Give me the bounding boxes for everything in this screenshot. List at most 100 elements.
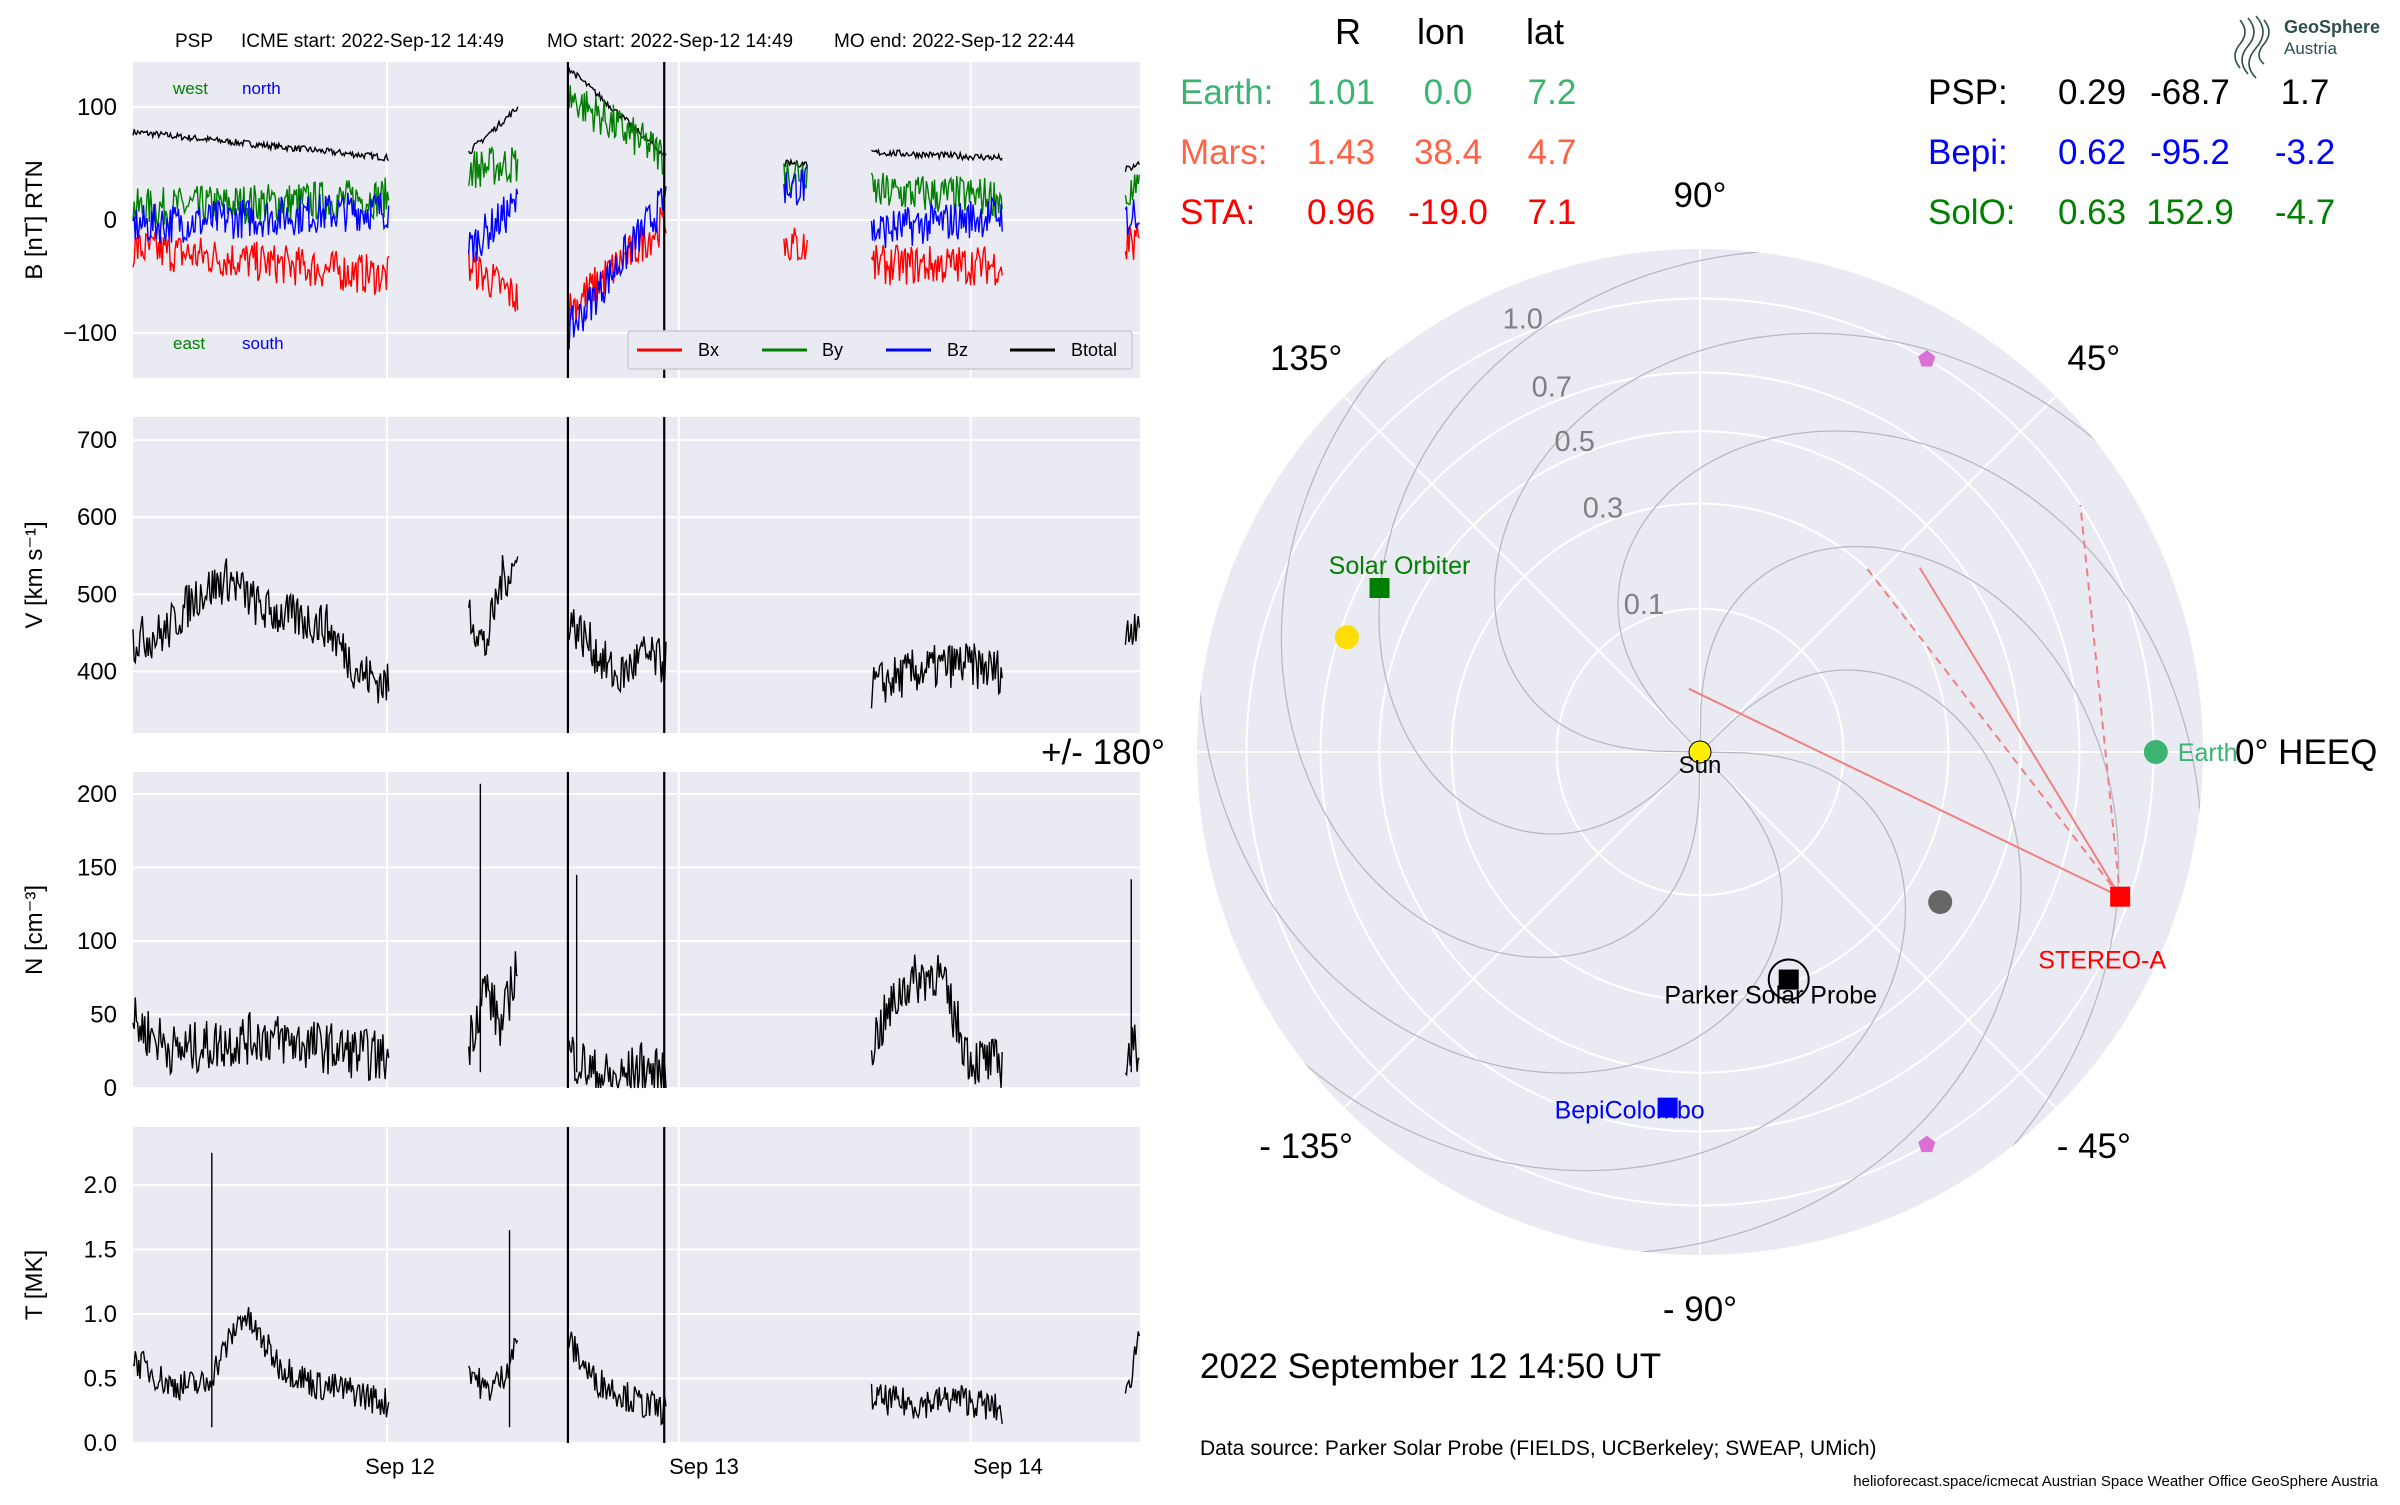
ytick-label: 1.5 <box>84 1237 117 1264</box>
angle-label: 90° <box>1674 176 1727 215</box>
right-row-R: 0.29 <box>2058 73 2126 112</box>
right-row-lon: 152.9 <box>2146 193 2234 232</box>
polar-inner <box>1197 249 2203 1255</box>
ytick-label: 0 <box>104 1075 117 1102</box>
ytick-label: 400 <box>77 658 117 685</box>
series-by <box>870 172 1003 218</box>
ylabel: T [MK] <box>21 1250 48 1320</box>
series-line <box>870 1383 1003 1424</box>
angle-spoke <box>1699 751 2057 1109</box>
left-row-name: Earth: <box>1180 73 1273 112</box>
col-lon: lon <box>1417 11 1465 52</box>
left-row-lat: 7.1 <box>1528 193 1577 232</box>
right-row-R: 0.62 <box>2058 133 2126 172</box>
ytick-label: 2.0 <box>84 1172 117 1199</box>
xtick-sep14: Sep 14 <box>973 1454 1043 1479</box>
series-btotal <box>132 129 389 162</box>
left-row-lat: 4.7 <box>1528 133 1577 172</box>
body-label: STEREO-A <box>2038 947 2166 975</box>
series-line <box>870 643 1003 709</box>
credits: helioforecast.space/icmecat Austrian Spa… <box>1853 1473 2378 1490</box>
annotation-north: north <box>242 79 281 98</box>
lagrange-marker <box>1918 1135 1936 1153</box>
data-source: Data source: Parker Solar Probe (FIELDS,… <box>1200 1437 1877 1460</box>
series-line <box>132 997 390 1082</box>
right-row-name: SolO: <box>1928 193 2016 232</box>
parker-spiral <box>1227 751 1907 1172</box>
radial-tick-label: 0.1 <box>1624 589 1664 621</box>
ytick-label: 500 <box>77 581 117 608</box>
ytick-label: 1.0 <box>84 1301 117 1328</box>
parker-spiral <box>1378 249 1872 835</box>
body-label: BepiColombo <box>1555 1097 1705 1125</box>
left-row-R: 1.43 <box>1307 133 1375 172</box>
right-row-lat: -3.2 <box>2275 133 2335 172</box>
panel-velocity: 400 500 600 700 V [km s⁻¹] <box>21 417 1141 733</box>
parker-spiral <box>1197 580 1783 1074</box>
right-row-lat: 1.7 <box>2281 73 2330 112</box>
series-bx <box>132 231 390 295</box>
left-row-lon: 0.0 <box>1424 73 1473 112</box>
left-row-name: Mars: <box>1180 133 1268 172</box>
radial-tick-label: 0.7 <box>1532 372 1572 404</box>
series-bz <box>132 192 390 244</box>
panel-background <box>133 772 1140 1088</box>
body-label: Earth <box>2178 739 2238 767</box>
logo-line2: Austria <box>2284 39 2337 58</box>
ytick-label: 0 <box>104 207 117 234</box>
radial-tick-label: 1.0 <box>1503 304 1543 336</box>
panel-magnetic-field: −100 0 100 B [nT] RTN <box>21 62 1141 378</box>
positions-table: R lon lat Earth: 1.01 0.0 7.2 Mars: 1.43 38.4 4… <box>1180 11 2335 232</box>
panel-temperature: 0.0 0.5 1.0 1.5 2.0 T [MK] <box>21 1127 1141 1457</box>
left-row-name: STA: <box>1180 193 1255 232</box>
angle-label: - 90° <box>1663 1290 1737 1329</box>
stereo-a-fov-line <box>1918 567 2122 898</box>
radial-tick-label: 0.3 <box>1583 492 1623 524</box>
ylabel: B [nT] RTN <box>21 160 48 280</box>
date-label: 2022 September 12 14:50 UT <box>1200 1347 1661 1386</box>
ytick-label: 150 <box>77 855 117 882</box>
legend-bz: Bz <box>947 340 968 360</box>
panel-background <box>133 1127 1140 1443</box>
body-marker-square <box>2110 886 2131 907</box>
ytick-label: 200 <box>77 781 117 808</box>
angle-spoke <box>1343 751 1701 1109</box>
ytick-label: 700 <box>77 427 117 454</box>
angle-label: - 45° <box>2057 1127 2131 1166</box>
col-r: R <box>1335 11 1361 52</box>
series-bx <box>870 244 1003 286</box>
left-row-lon: 38.4 <box>1414 133 1482 172</box>
right-row-R: 0.63 <box>2058 193 2126 232</box>
ytick-label: 600 <box>77 504 117 531</box>
left-row-R: 0.96 <box>1307 193 1375 232</box>
polar-plot: 0.1 0.3 0.5 0.7 1.0 90° 45° 0° HEEQ - 45° - 90° - … <box>1041 176 2377 1329</box>
legend-btotal: Btotal <box>1071 340 1117 360</box>
header-spacecraft: PSP <box>175 31 213 52</box>
series-btotal <box>468 106 519 155</box>
body-label: Solar Orbiter <box>1329 552 1471 580</box>
series-btotal <box>567 66 667 157</box>
panel-density: 0 50 100 150 200 N [cm⁻³] <box>21 772 1140 1102</box>
series-line <box>1124 1024 1140 1077</box>
angle-label: 0° HEEQ <box>2235 733 2377 772</box>
series-bz <box>1124 199 1140 236</box>
angle-label: - 135° <box>1259 1127 1353 1166</box>
body-label: Parker Solar Probe <box>1664 982 1877 1010</box>
series-bz <box>870 195 1003 249</box>
series-btotal <box>1124 160 1141 172</box>
angle-spoke <box>1343 395 1701 753</box>
series-by <box>567 85 667 175</box>
body-marker-square <box>1657 1097 1678 1118</box>
legend-box <box>627 330 1133 370</box>
series-by <box>1124 174 1141 206</box>
angle-label: 135° <box>1270 339 1342 378</box>
sun-marker <box>1688 740 1712 764</box>
sun-label: Sun <box>1679 752 1722 779</box>
panel-background <box>133 417 1140 733</box>
right-row-lon: -95.2 <box>2150 133 2230 172</box>
series-line <box>132 558 390 704</box>
ytick-label: 50 <box>90 1002 117 1029</box>
header-mo-end: MO end: 2022-Sep-12 22:44 <box>834 31 1075 52</box>
